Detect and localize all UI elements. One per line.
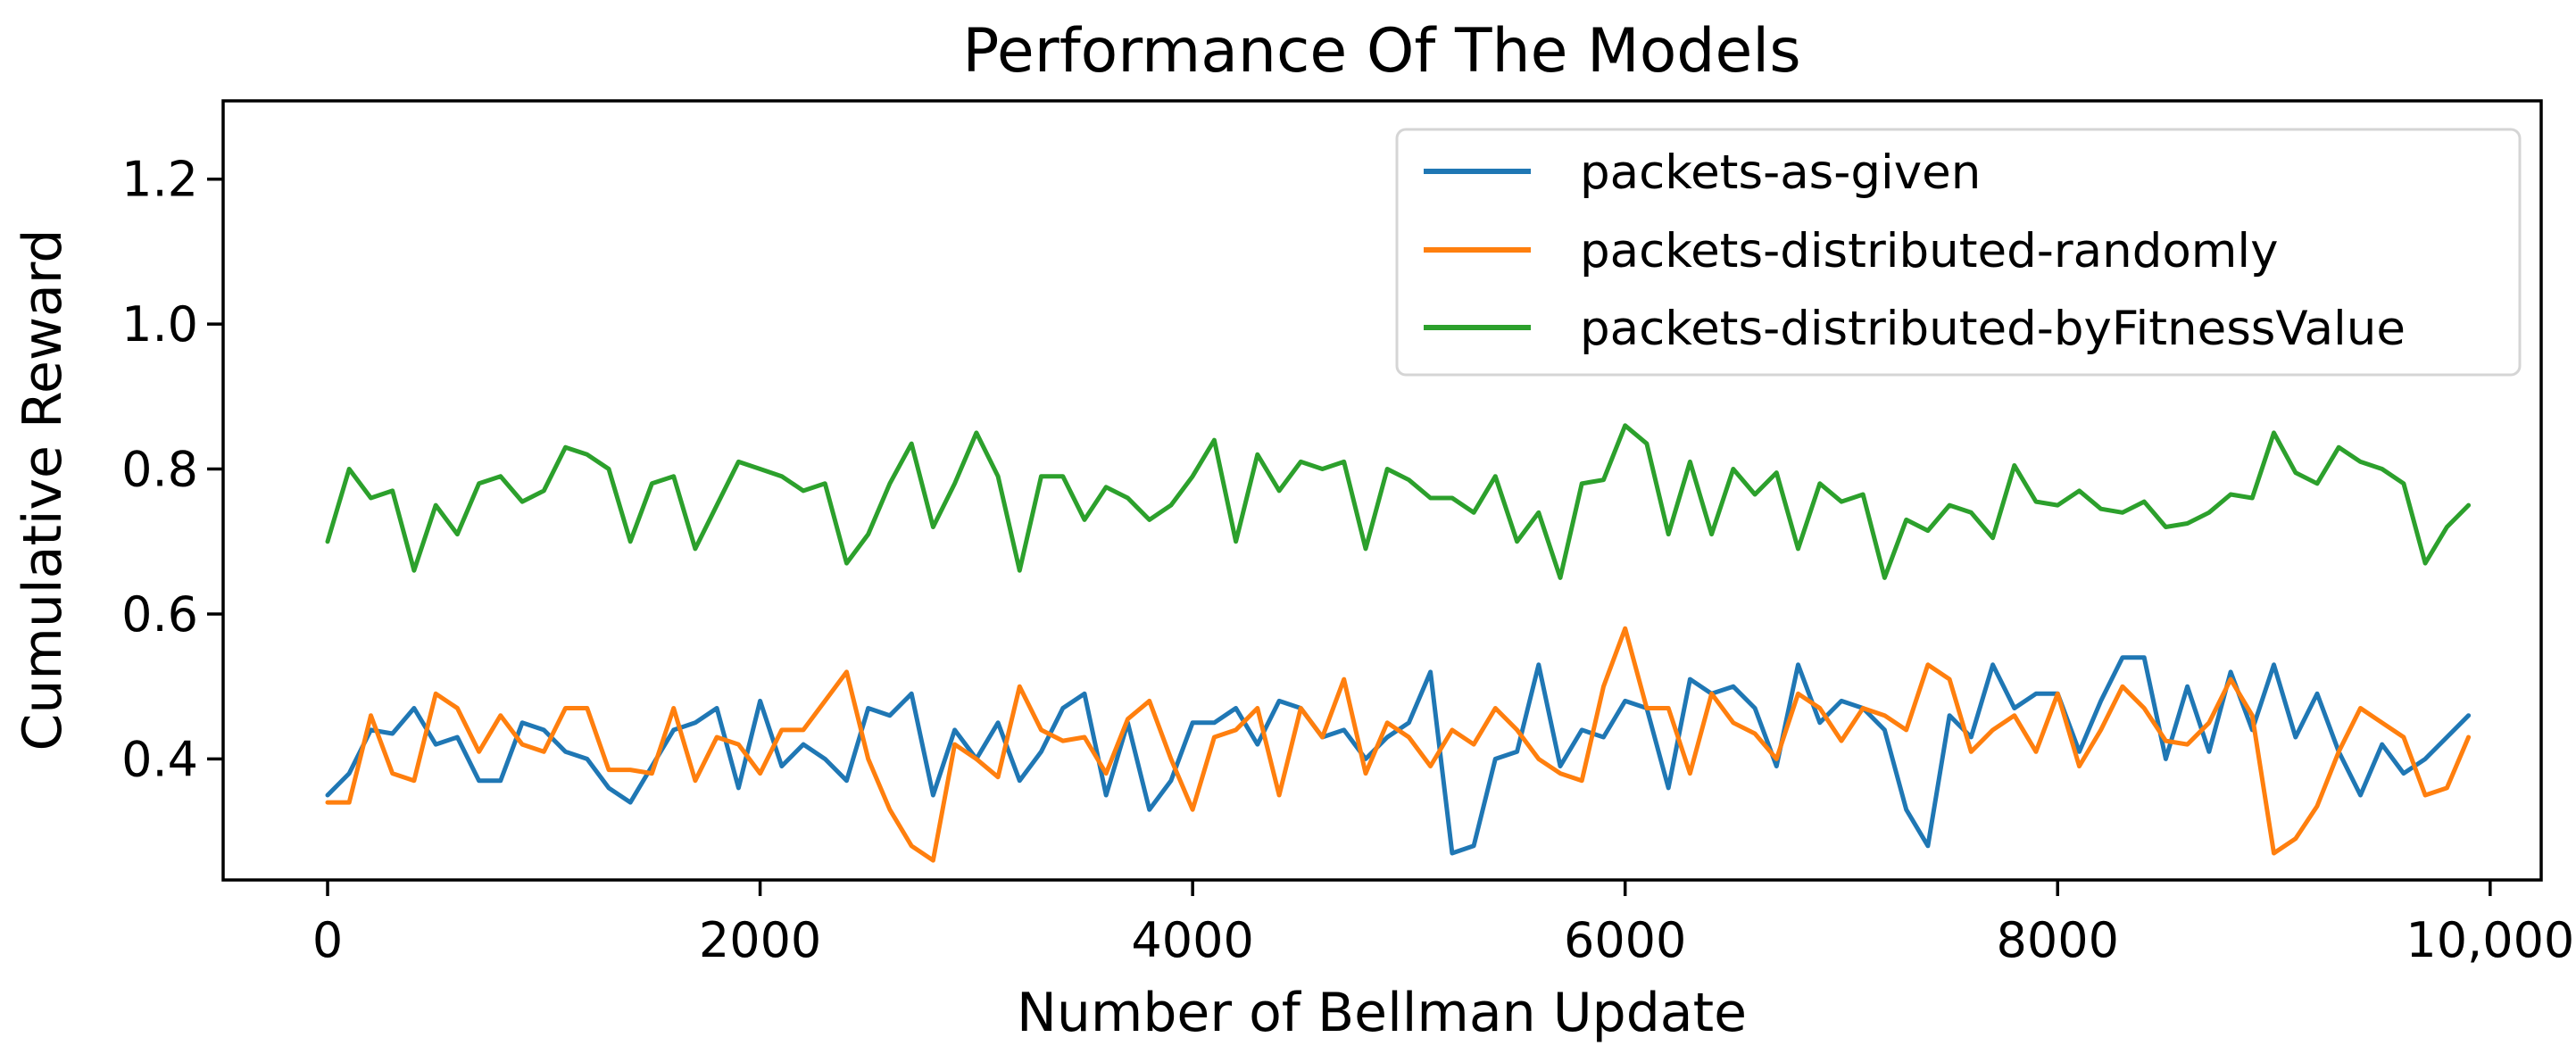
- y-tick-label: 1.2: [121, 152, 198, 208]
- x-tick-label: 2000: [699, 912, 821, 968]
- x-tick-label: 4000: [1131, 912, 1253, 968]
- plot-area: 0 2000 4000 6000 8000 10,000 0.4 0.6 0.8 1.0 1.2 pa…: [121, 99, 2574, 968]
- series-line-packets-as-given: [325, 655, 2472, 856]
- y-tick-label: 0.8: [121, 442, 198, 498]
- x-tick-label: 0: [312, 912, 343, 968]
- chart-title: Performance Of The Models: [962, 16, 1800, 87]
- y-tick-label: 0.6: [121, 586, 198, 643]
- plot-frame: [221, 99, 2543, 882]
- legend-label-packets-as-given: packets-as-given: [1580, 145, 1981, 200]
- x-tick-label: 6000: [1564, 912, 1686, 968]
- y-tick-label: 1.0: [121, 296, 198, 353]
- x-tick-label: 8000: [1997, 912, 2119, 968]
- x-axis-label: Number of Bellman Update: [1017, 982, 1747, 1044]
- y-tick-label: 0.4: [121, 731, 198, 787]
- series-line-packets-distributed-randomly: [325, 626, 2472, 863]
- series-line-packets-distributed-byFitnessValue: [325, 423, 2472, 580]
- x-tick-label: 10,000: [2406, 912, 2574, 968]
- y-axis-label: Cumulative Reward: [12, 229, 74, 751]
- legend-label-packets-distributed-randomly: packets-distributed-randomly: [1580, 224, 2279, 278]
- legend-label-packets-distributed-byFitnessValue: packets-distributed-byFitnessValue: [1580, 302, 2406, 356]
- legend-box: [1395, 128, 2522, 377]
